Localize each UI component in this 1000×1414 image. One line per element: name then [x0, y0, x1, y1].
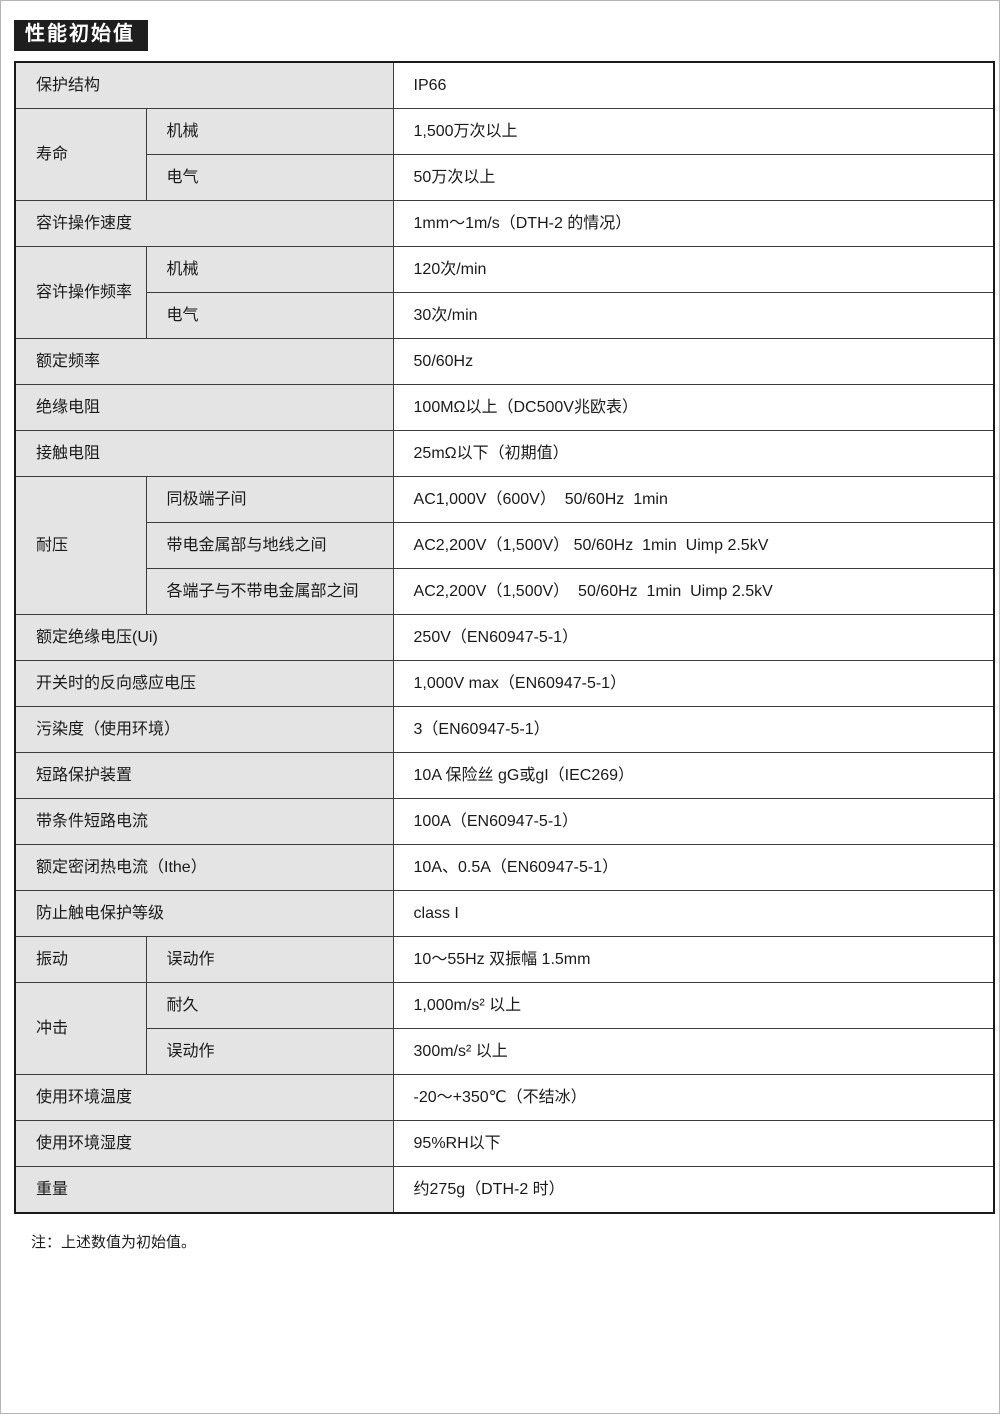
- footnote: 注：上述数值为初始值。: [31, 1234, 197, 1251]
- table-row: 冲击 耐久 1,000m/s² 以上: [14, 982, 995, 1075]
- spec-sublabel: 机械: [145, 246, 394, 293]
- table-row: 开关时的反向感应电压 1,000V max（EN60947-5-1）: [14, 660, 995, 707]
- spec-group-label: 耐压: [14, 476, 147, 615]
- table-row: 振动 误动作 10〜55Hz 双振幅 1.5mm: [14, 936, 995, 983]
- spec-table: 保护结构 IP66 寿命 机械 1,500万次以上 电气 50万次以上 容许操作速度 1mm〜1…: [14, 61, 995, 1214]
- spec-value: 95%RH以下: [392, 1120, 995, 1167]
- spec-value: AC2,200V（1,500V） 50/60Hz 1min Uimp 2.5kV: [392, 568, 995, 615]
- table-row: 使用环境温度 -20〜+350℃（不结冰）: [14, 1074, 995, 1121]
- spec-sublabel: 各端子与不带电金属部之间: [145, 568, 394, 615]
- spec-value: 120次/min: [392, 246, 995, 293]
- table-row: 短路保护装置 10A 保险丝 gG或gI（IEC269）: [14, 752, 995, 799]
- spec-label: 额定密闭热电流（Ithe）: [14, 844, 394, 891]
- spec-value: 10A、0.5A（EN60947-5-1）: [392, 844, 995, 891]
- table-row: 污染度（使用环境） 3（EN60947-5-1）: [14, 706, 995, 753]
- table-row: 使用环境湿度 95%RH以下: [14, 1120, 995, 1167]
- table-row: 容许操作频率 机械 120次/min: [14, 246, 995, 339]
- spec-sublabel: 耐久: [145, 982, 394, 1029]
- table-row: 绝缘电阻 100MΩ以上（DC500V兆欧表）: [14, 384, 995, 431]
- table-row: 误动作 300m/s² 以上: [15, 1028, 995, 1075]
- spec-value: 1,500万次以上: [392, 108, 995, 155]
- table-row: 防止触电保护等级 class I: [14, 890, 995, 937]
- table-row: 带电金属部与地线之间 AC2,200V（1,500V） 50/60Hz 1min …: [15, 522, 995, 569]
- table-row: 各端子与不带电金属部之间 AC2,200V（1,500V） 50/60Hz 1mi…: [15, 568, 995, 615]
- table-row: 电气 30次/min: [15, 292, 995, 339]
- table-row: 额定密闭热电流（Ithe） 10A、0.5A（EN60947-5-1）: [14, 844, 995, 891]
- table-row: 带条件短路电流 100A（EN60947-5-1）: [14, 798, 995, 845]
- spec-label: 带条件短路电流: [14, 798, 394, 845]
- spec-value: 1mm〜1m/s（DTH-2 的情况）: [392, 200, 995, 247]
- table-row: 电气 50万次以上: [15, 154, 995, 201]
- spec-label: 额定频率: [14, 338, 394, 385]
- spec-value: 1,000V max（EN60947-5-1）: [392, 660, 995, 707]
- spec-value: 100A（EN60947-5-1）: [392, 798, 995, 845]
- spec-label: 污染度（使用环境）: [14, 706, 394, 753]
- spec-value: AC1,000V（600V） 50/60Hz 1min: [392, 476, 995, 523]
- spec-value: 约275g（DTH-2 时）: [392, 1166, 995, 1214]
- spec-value: -20〜+350℃（不结冰）: [392, 1074, 995, 1121]
- spec-label: 绝缘电阻: [14, 384, 394, 431]
- spec-label: 使用环境湿度: [14, 1120, 394, 1167]
- section-title: 性能初始值: [14, 20, 148, 51]
- spec-label: 接触电阻: [14, 430, 394, 477]
- spec-value: 300m/s² 以上: [392, 1028, 995, 1075]
- spec-sublabel: 电气: [145, 154, 394, 201]
- table-row: 耐压 同极端子间 AC1,000V（600V） 50/60Hz 1min: [14, 476, 995, 615]
- spec-group-label: 振动: [14, 936, 147, 983]
- spec-group-label: 冲击: [14, 982, 147, 1075]
- spec-value: 3（EN60947-5-1）: [392, 706, 995, 753]
- table-row: 容许操作速度 1mm〜1m/s（DTH-2 的情况）: [14, 200, 995, 247]
- spec-value: 1,000m/s² 以上: [392, 982, 995, 1029]
- spec-value: 10〜55Hz 双振幅 1.5mm: [392, 936, 995, 983]
- spec-label: 重量: [14, 1166, 394, 1214]
- spec-group-label: 容许操作频率: [14, 246, 147, 339]
- spec-sublabel: 同极端子间: [145, 476, 394, 523]
- table-row: 保护结构 IP66: [14, 61, 995, 109]
- spec-value: 30次/min: [392, 292, 995, 339]
- spec-value: IP66: [392, 61, 995, 109]
- table-row: 接触电阻 25mΩ以下（初期值）: [14, 430, 995, 477]
- spec-group-label: 寿命: [14, 108, 147, 201]
- spec-value: 250V（EN60947-5-1）: [392, 614, 995, 661]
- spec-value: 10A 保险丝 gG或gI（IEC269）: [392, 752, 995, 799]
- spec-label: 保护结构: [14, 61, 394, 109]
- spec-value: AC2,200V（1,500V） 50/60Hz 1min Uimp 2.5kV: [392, 522, 995, 569]
- spec-value: class I: [392, 890, 995, 937]
- spec-sublabel: 电气: [145, 292, 394, 339]
- spec-value: 100MΩ以上（DC500V兆欧表）: [392, 384, 995, 431]
- spec-label: 容许操作速度: [14, 200, 394, 247]
- table-row: 额定绝缘电压(Ui) 250V（EN60947-5-1）: [14, 614, 995, 661]
- spec-label: 开关时的反向感应电压: [14, 660, 394, 707]
- spec-label: 额定绝缘电压(Ui): [14, 614, 394, 661]
- spec-value: 25mΩ以下（初期值）: [392, 430, 995, 477]
- spec-label: 短路保护装置: [14, 752, 394, 799]
- spec-value: 50万次以上: [392, 154, 995, 201]
- table-row: 寿命 机械 1,500万次以上: [14, 108, 995, 201]
- spec-label: 使用环境温度: [14, 1074, 394, 1121]
- spec-sublabel: 机械: [145, 108, 394, 155]
- table-row: 额定频率 50/60Hz: [14, 338, 995, 385]
- spec-sublabel: 误动作: [145, 936, 394, 983]
- spec-sublabel: 误动作: [145, 1028, 394, 1075]
- spec-sublabel: 带电金属部与地线之间: [145, 522, 394, 569]
- spec-label: 防止触电保护等级: [14, 890, 394, 937]
- table-row: 重量 约275g（DTH-2 时）: [14, 1166, 995, 1214]
- spec-value: 50/60Hz: [392, 338, 995, 385]
